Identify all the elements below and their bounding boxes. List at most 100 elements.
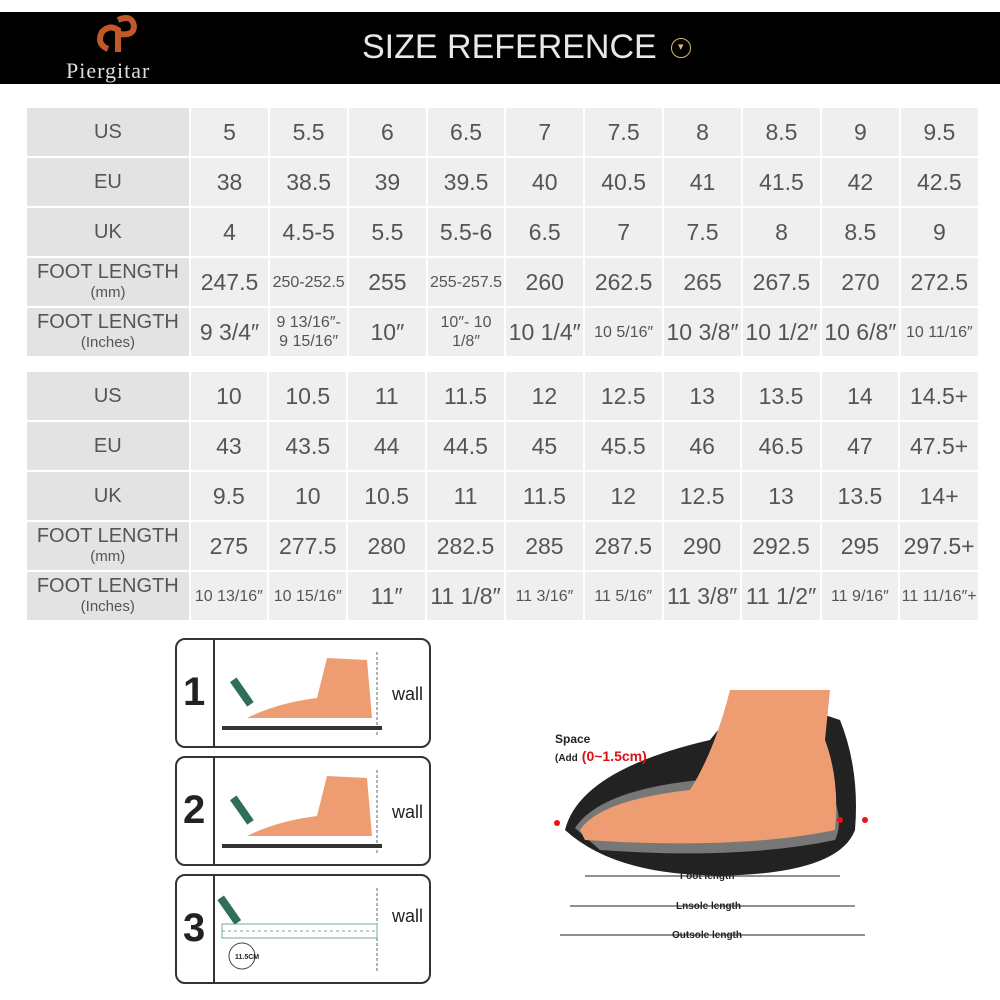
table-row: FOOT LENGTH (Inches) 10 13/16″ 10 15/16″ 11″…	[27, 572, 978, 620]
size-cell: 44	[348, 422, 425, 470]
size-cell: 10 11/16″	[900, 308, 978, 356]
row-label: EU	[94, 170, 122, 193]
title-group: SIZE REFERENCE ▾	[362, 28, 691, 67]
size-cell: 5.5	[349, 208, 426, 256]
row-unit: (Inches)	[80, 333, 136, 351]
size-cell: 9 13/16″- 9 15/16″	[270, 308, 348, 356]
size-cell: 287.5	[584, 522, 662, 570]
row-label: FOOT LENGTH	[36, 524, 179, 547]
row-label: US	[94, 120, 122, 143]
size-cell: 10	[190, 372, 268, 420]
outsole-length-label: Outsole length	[672, 930, 742, 941]
size-cell: 11	[426, 472, 505, 520]
size-cell: 297.5+	[900, 522, 978, 570]
brand-logo-icon	[97, 15, 138, 52]
size-cell: 41	[664, 158, 741, 206]
size-cell: 5	[190, 108, 269, 156]
size-cell: 280	[348, 522, 425, 570]
size-cell: 46	[663, 422, 741, 470]
shoe-diagram	[554, 690, 868, 936]
size-cell: 10.5	[269, 372, 347, 420]
size-cell: 11 1/8″	[426, 572, 505, 620]
size-cell: 255-257.5	[427, 258, 505, 306]
size-cell: 11 3/8″	[663, 572, 741, 620]
size-cell: 12	[506, 372, 583, 420]
size-cell: 39.5	[427, 158, 505, 206]
foot-length-label: Foot length	[680, 871, 735, 882]
size-cell: 9	[822, 108, 899, 156]
size-cell: 11 5/16″	[584, 572, 662, 620]
row-header: FOOT LENGTH (Inches)	[27, 572, 189, 620]
size-cell: 42.5	[900, 158, 978, 206]
row-label: FOOT LENGTH	[36, 574, 179, 597]
row-header: FOOT LENGTH (mm)	[27, 522, 189, 570]
size-cell: 11	[348, 372, 425, 420]
size-cell: 10 1/2″	[742, 308, 821, 356]
size-cell: 12.5	[584, 372, 662, 420]
row-unit: (Inches)	[80, 597, 135, 615]
size-cell: 10	[269, 472, 347, 520]
marker-dot	[837, 817, 843, 823]
size-cell: 262.5	[585, 258, 663, 306]
marker-dot	[862, 817, 868, 823]
size-cell: 14+	[900, 472, 978, 520]
foot-icon	[222, 652, 382, 736]
size-cell: 43.5	[269, 422, 347, 470]
size-cell: 277.5	[269, 522, 347, 570]
row-label: FOOT LENGTH	[37, 310, 179, 333]
wall-label: wall	[391, 906, 423, 926]
size-cell: 11″	[348, 572, 425, 620]
size-cell: 9.5	[900, 108, 978, 156]
step-number: 2	[183, 788, 206, 832]
size-table-2: US 10 10.5 11 11.5 12 12.5 13 13.5 14 14.5+ EU 43 43.…	[25, 370, 980, 622]
step-number: 1	[183, 670, 206, 714]
size-cell: 44.5	[426, 422, 505, 470]
size-cell: 13	[742, 472, 820, 520]
step-panel-1: 1 wall	[175, 638, 431, 748]
size-cell: 42	[822, 158, 899, 206]
size-cell: 260	[506, 258, 584, 306]
size-cell: 270	[822, 258, 899, 306]
row-label: FOOT LENGTH	[37, 260, 179, 283]
step-number: 3	[183, 906, 206, 950]
size-cell: 267.5	[742, 258, 821, 306]
row-unit: (mm)	[90, 547, 126, 565]
foot-icon	[222, 770, 382, 854]
size-cell: 9	[900, 208, 978, 256]
row-header: EU	[27, 422, 189, 470]
size-cell: 255	[349, 258, 426, 306]
size-cell: 14	[821, 372, 899, 420]
size-cell: 9.5	[190, 472, 268, 520]
size-cell: 10.5	[348, 472, 425, 520]
size-cell: 10″- 10 1/8″	[427, 308, 505, 356]
size-cell: 10″	[349, 308, 426, 356]
page-title: SIZE REFERENCE	[362, 28, 657, 66]
size-cell: 295	[821, 522, 899, 570]
size-cell: 47.5+	[900, 422, 978, 470]
brand-name: Piergitar	[66, 58, 151, 83]
size-cell: 8.5	[822, 208, 899, 256]
table-row: UK 9.5 10 10.5 11 11.5 12 12.5 13 13.5 14+	[27, 472, 978, 520]
size-cell: 285	[506, 522, 583, 570]
size-cell: 7	[585, 208, 663, 256]
row-header: US	[27, 372, 189, 420]
size-cell: 45.5	[584, 422, 662, 470]
size-cell: 12.5	[663, 472, 741, 520]
size-cell: 5.5	[270, 108, 348, 156]
row-label: UK	[94, 220, 122, 243]
add-label: (Add	[555, 753, 578, 764]
size-cell: 45	[506, 422, 583, 470]
size-cell: 38	[190, 158, 269, 206]
wall-label: wall	[391, 802, 423, 822]
size-cell: 11 3/16″	[506, 572, 583, 620]
size-cell: 38.5	[270, 158, 348, 206]
size-cell: 7.5	[664, 208, 741, 256]
size-cell: 47	[821, 422, 899, 470]
size-cell: 10 5/16″	[585, 308, 663, 356]
marker-dot	[554, 820, 560, 826]
row-header: UK	[27, 472, 189, 520]
header-banner: Piergitar SIZE REFERENCE ▾	[0, 12, 1000, 84]
ruler-icon	[217, 888, 378, 972]
row-label: US	[93, 384, 122, 407]
table-row: EU 38 38.5 39 39.5 40 40.5 41 41.5 42 42.5	[27, 158, 978, 206]
